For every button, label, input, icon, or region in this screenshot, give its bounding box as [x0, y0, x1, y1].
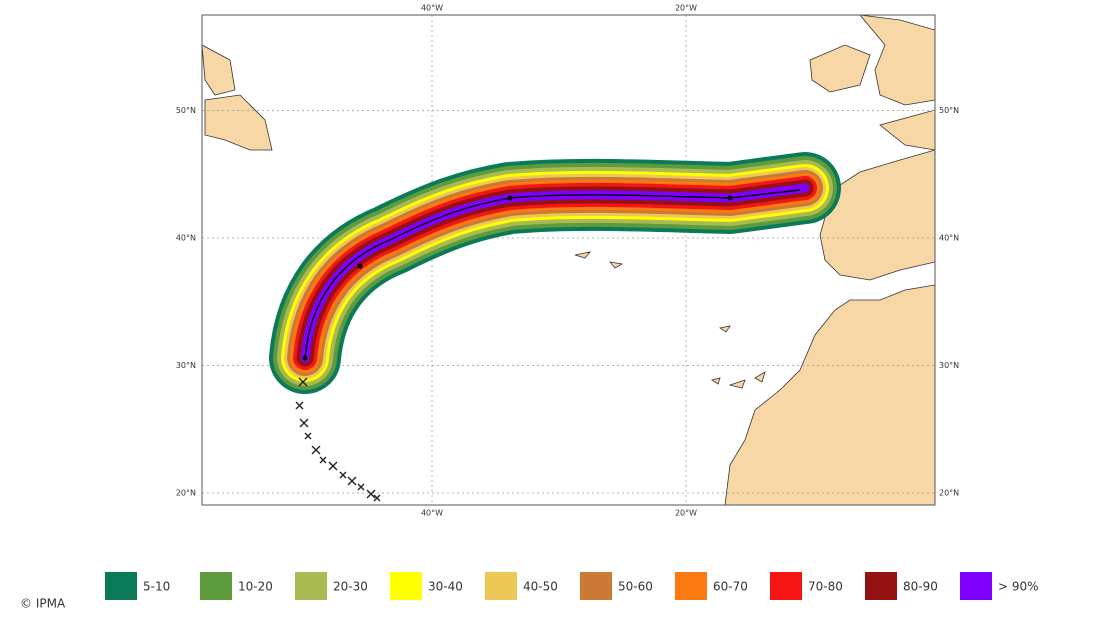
- lat-label: 40°N: [176, 234, 196, 243]
- legend-label: 5-10: [143, 580, 170, 594]
- lat-label: 30°N: [176, 361, 196, 370]
- map-frame: [201, 14, 936, 506]
- legend-swatch: [580, 572, 612, 600]
- legend-label: > 90%: [998, 580, 1039, 594]
- legend-swatch: [200, 572, 232, 600]
- grid: [202, 15, 935, 505]
- legend-swatch: [485, 572, 517, 600]
- lon-label: 40°W: [421, 4, 443, 13]
- legend-label: 50-60: [618, 580, 653, 594]
- legend-label: 10-20: [238, 580, 273, 594]
- legend-label: 70-80: [808, 580, 843, 594]
- lon-label: 20°W: [675, 4, 697, 13]
- legend-swatch: [105, 572, 137, 600]
- legend-label: 40-50: [523, 580, 558, 594]
- land: [202, 15, 935, 505]
- legend-swatch: [295, 572, 327, 600]
- lat-label: 50°N: [176, 106, 196, 115]
- legend-swatch: [865, 572, 897, 600]
- legend-swatch: [960, 572, 992, 600]
- credit: © IPMA: [20, 597, 66, 611]
- lat-label: 20°N: [939, 489, 959, 498]
- lat-label: 40°N: [939, 234, 959, 243]
- legend-label: 20-30: [333, 580, 368, 594]
- lat-label: 30°N: [939, 361, 959, 370]
- lat-label: 20°N: [176, 489, 196, 498]
- legend-label: 60-70: [713, 580, 748, 594]
- legend-label: 80-90: [903, 580, 938, 594]
- lon-label: 20°W: [675, 509, 697, 518]
- legend-label: 30-40: [428, 580, 463, 594]
- lon-label: 40°W: [421, 509, 443, 518]
- legend-swatch: [770, 572, 802, 600]
- track: [295, 189, 801, 502]
- lat-label: 50°N: [939, 106, 959, 115]
- legend-swatch: [390, 572, 422, 600]
- legend-swatch: [675, 572, 707, 600]
